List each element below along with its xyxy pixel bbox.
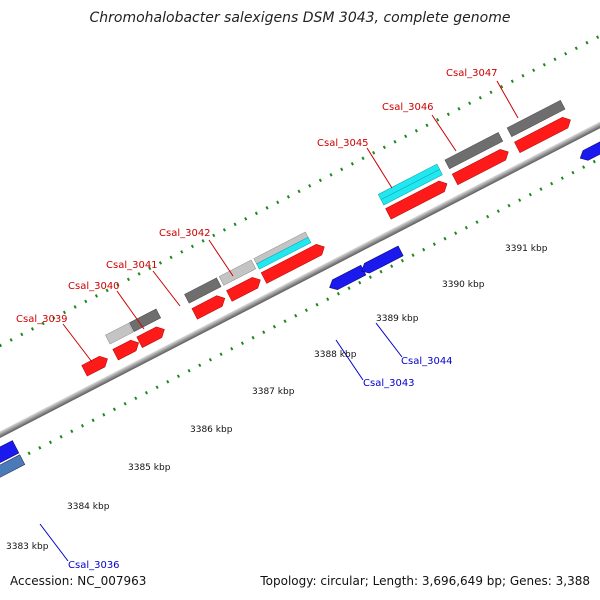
gene-label-csal-3042: Csal_3042 — [159, 228, 211, 239]
forward-cds-arrow — [260, 244, 325, 284]
feature-cyan — [380, 169, 443, 206]
forward-cds-arrow — [191, 295, 226, 320]
forward-leader-lines — [62, 80, 519, 363]
kbp-label: 3390 kbp — [442, 280, 485, 290]
forward-cds-arrow — [226, 277, 261, 302]
reverse-cds-arrow — [579, 141, 600, 161]
forward-cds-arrow — [514, 117, 571, 154]
kbp-label: 3384 kbp — [67, 502, 110, 512]
forward-cds-arrow — [136, 326, 165, 348]
gene-label-csal-3040: Csal_3040 — [68, 281, 120, 292]
accession-text: Accession: NC_007963 — [10, 574, 147, 588]
feature-row-outer — [105, 99, 566, 345]
gene-label-csal-3046: Csal_3046 — [382, 102, 434, 113]
kbp-label: 3388 kbp — [314, 350, 357, 360]
kbp-label: 3387 kbp — [252, 387, 295, 397]
feature-gray-light — [218, 259, 257, 286]
reverse-cds-arrow — [329, 264, 367, 290]
outer-tick-row — [0, 19, 600, 408]
kbp-label: 3389 kbp — [376, 314, 419, 324]
kbp-label: 3386 kbp — [190, 425, 233, 435]
feature-cyan — [256, 236, 312, 270]
feature-gray-dark — [506, 99, 566, 138]
inner-tick-row — [0, 116, 600, 505]
genome-summary-text: Topology: circular; Length: 3,696,649 bp… — [260, 574, 590, 588]
reverse-cds-steel — [0, 454, 26, 520]
gene-label-csal-3045: Csal_3045 — [317, 138, 369, 149]
gene-label-csal-3043: Csal_3043 — [363, 378, 415, 389]
gene-label-csal-3039: Csal_3039 — [16, 314, 68, 325]
reverse-cds-arrow — [0, 440, 20, 509]
feature-gray-light — [105, 322, 134, 345]
gene-label-csal-3044: Csal_3044 — [401, 356, 453, 367]
forward-cds-arrow — [385, 180, 448, 220]
feature-gray-dark — [129, 308, 162, 332]
reverse-leader-lines — [39, 322, 403, 562]
reverse-cds-row — [0, 141, 600, 520]
map-title: Chromohalobacter salexigens DSM 3043, co… — [89, 10, 511, 26]
feature-gray-dark — [444, 132, 504, 170]
gene-label-csal-3047: Csal_3047 — [446, 68, 498, 79]
kbp-label: 3385 kbp — [128, 463, 171, 473]
gene-label-csal-3041: Csal_3041 — [106, 260, 158, 271]
reverse-cds-arrow — [361, 245, 404, 274]
forward-cds-arrow — [451, 149, 509, 186]
genome-backbone — [0, 74, 600, 494]
feature-gray-dark — [184, 277, 222, 304]
kbp-label: 3383 kbp — [6, 542, 49, 552]
forward-cds-row — [81, 117, 571, 377]
kbp-label: 3391 kbp — [505, 244, 548, 254]
gene-label-csal-3036: Csal_3036 — [68, 560, 120, 571]
forward-cds-arrow — [81, 355, 108, 377]
forward-cds-arrow — [112, 339, 139, 361]
